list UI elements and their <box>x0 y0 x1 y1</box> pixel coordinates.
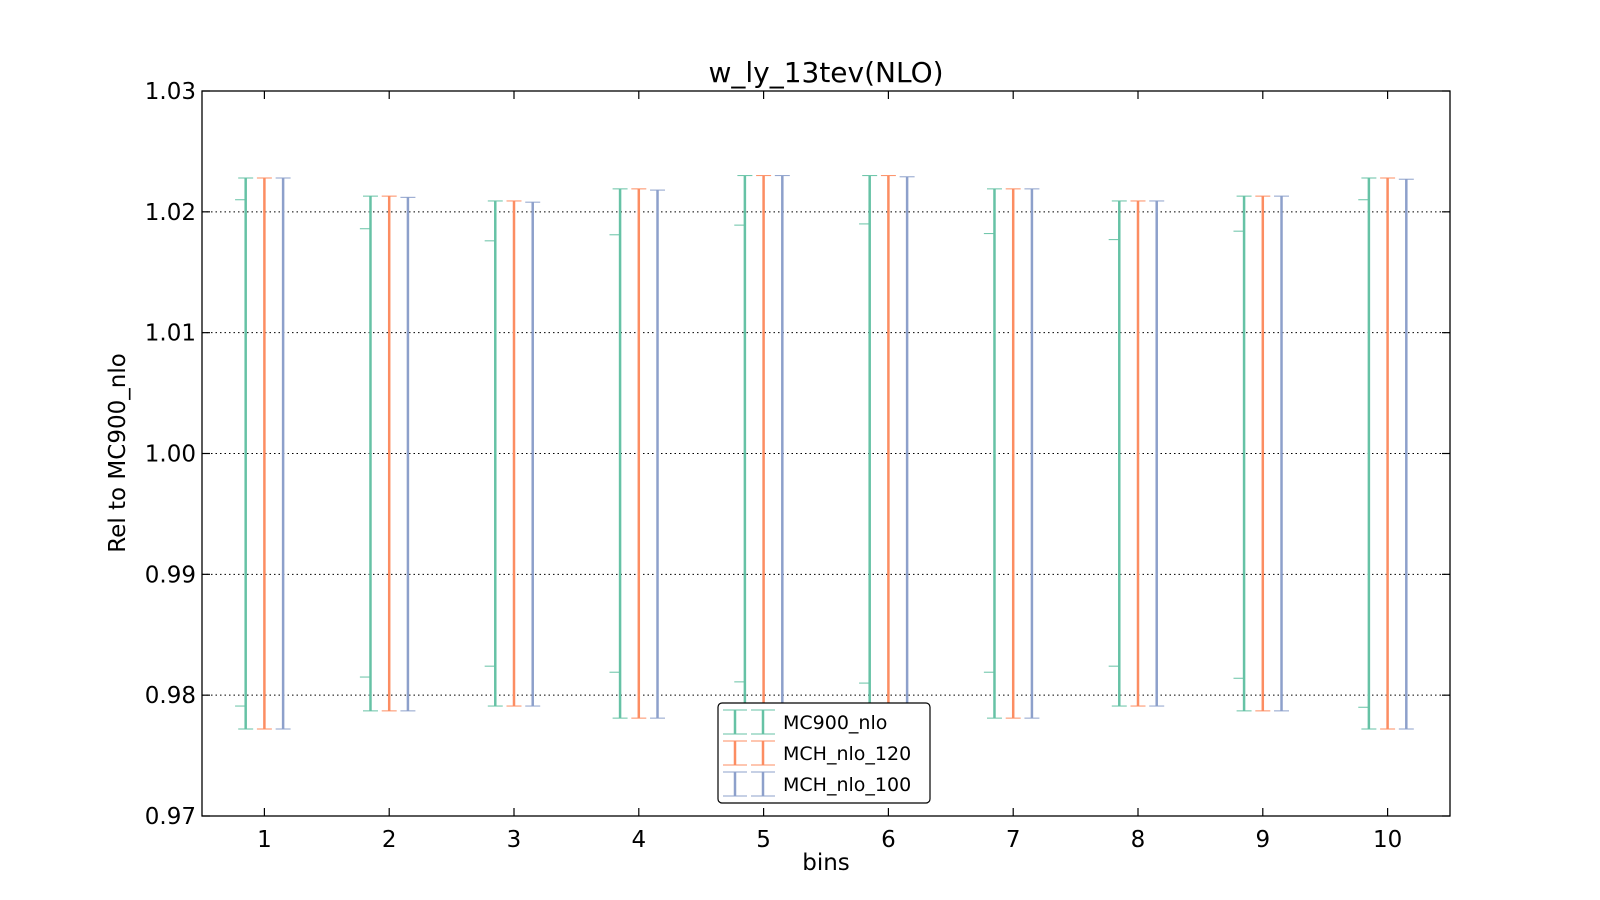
legend-entry-MC900_nlo: MC900_nlo <box>723 709 887 735</box>
legend: MC900_nlo MCH_nlo_120 MCH_nlo_100 <box>717 702 931 804</box>
legend-entry-MCH_nlo_120: MCH_nlo_120 <box>723 740 911 766</box>
y-tick-label: 1.02 <box>145 200 196 226</box>
x-tick-label: 1 <box>257 827 272 853</box>
x-tick-label: 3 <box>507 827 522 853</box>
y-tick-label: 1.01 <box>145 321 196 347</box>
y-tick-label: 0.97 <box>145 804 196 830</box>
y-tick-label: 1.00 <box>145 442 196 468</box>
x-tick-label: 4 <box>631 827 646 853</box>
y-axis: 0.97 0.98 0.99 1.00 1.01 1.02 1.03 <box>145 79 1450 830</box>
legend-box <box>717 702 931 804</box>
x-tick-label: 5 <box>756 827 771 853</box>
x-axis: 1 2 3 4 5 6 7 8 9 10 <box>257 91 1402 853</box>
series-MCH_nlo_120 <box>256 175 1396 732</box>
x-tick-label: 6 <box>881 827 896 853</box>
legend-label: MCH_nlo_100 <box>783 774 911 796</box>
series-MCH_nlo_100 <box>275 175 1414 732</box>
y-tick-label: 1.03 <box>145 79 196 105</box>
y-tick-label: 0.99 <box>145 562 196 588</box>
chart-title: w_ly_13tev(NLO) <box>708 56 943 89</box>
x-tick-label: 2 <box>382 827 397 853</box>
x-axis-label: bins <box>802 850 850 876</box>
y-tick-label: 0.98 <box>145 683 196 709</box>
grid <box>202 211 1450 696</box>
x-tick-label: 9 <box>1255 827 1270 853</box>
series-MC900_nlo <box>235 175 1377 732</box>
error-bars <box>235 175 1414 732</box>
x-tick-label: 7 <box>1006 827 1021 853</box>
x-tick-label: 10 <box>1373 827 1402 853</box>
x-tick-label: 8 <box>1131 827 1146 853</box>
y-axis-label: Rel to MC900_nlo <box>105 353 131 553</box>
legend-label: MCH_nlo_120 <box>783 743 911 765</box>
legend-entry-MCH_nlo_100: MCH_nlo_100 <box>723 771 911 797</box>
legend-label: MC900_nlo <box>783 712 887 734</box>
